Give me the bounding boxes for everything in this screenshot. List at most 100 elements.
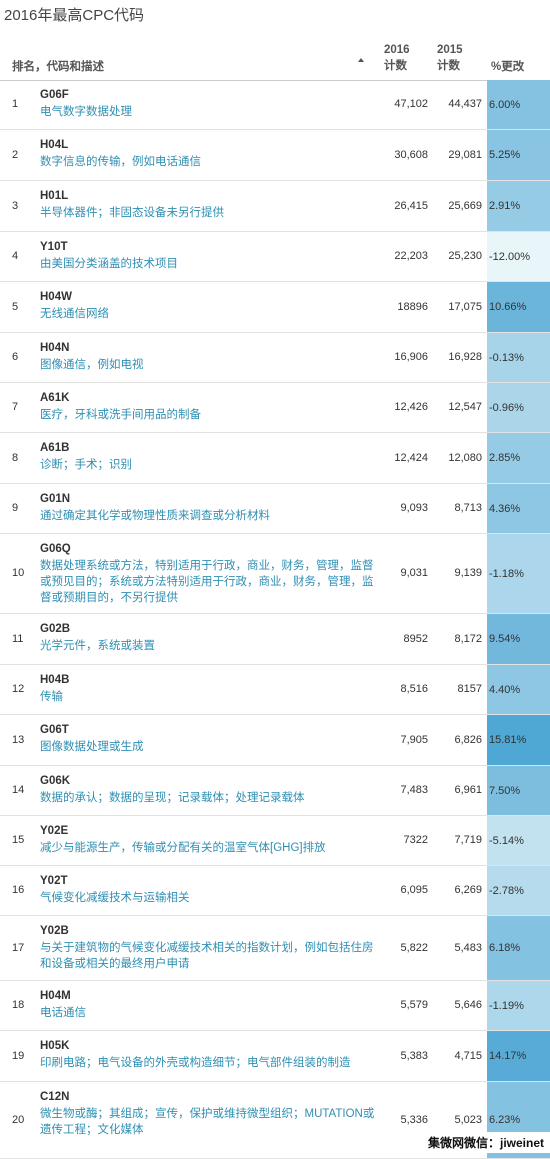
count-2016: 7322 [403, 834, 428, 846]
header-row [0, 30, 550, 81]
table-row [0, 333, 550, 383]
count-2016: 30,608 [394, 148, 428, 161]
count-2015: 25,669 [448, 199, 482, 212]
code: H04W [40, 291, 72, 303]
code: G06T [40, 724, 69, 736]
description: 气候变化减缓技术与运输相关 [40, 892, 190, 904]
count-2015: 44,437 [448, 98, 482, 110]
change-cell: 2.91% [487, 181, 550, 231]
description: 由美国分类涵盖的技术项目 [40, 258, 178, 270]
code: A61B [40, 442, 70, 454]
rank: 18 [12, 999, 25, 1011]
code: H04L [40, 139, 69, 151]
header-desc[interactable]: 排名，代码和描述 [12, 61, 104, 73]
count-2016: 47,102 [394, 98, 428, 110]
change-cell: 4.36% [487, 484, 550, 533]
count-2016: 7,483 [400, 784, 428, 796]
code: Y02T [40, 875, 68, 887]
count-2016: 8,516 [400, 683, 428, 695]
table-row [0, 766, 550, 816]
table-row [0, 282, 550, 333]
change-cell: 5.25% [487, 130, 550, 180]
rank: 19 [12, 1049, 25, 1062]
count-2016: 22,203 [394, 250, 428, 262]
count-2015: 25,230 [448, 250, 482, 262]
description: 医疗，牙科或洗手间用品的制备 [40, 409, 201, 421]
count-2015: 9,139 [454, 567, 482, 579]
rank: 2 [12, 148, 19, 161]
rank: 8 [12, 451, 19, 464]
rank: 3 [12, 199, 19, 212]
count-2015: 12,547 [448, 401, 482, 413]
description: 数字信息的传输，例如电话通信 [40, 156, 201, 168]
header-2015[interactable]: 2015 计数 [437, 44, 463, 72]
code: G01N [40, 493, 71, 505]
code: H04B [40, 674, 70, 686]
change-cell: -2.78% [487, 866, 550, 915]
count-2015: 8,713 [454, 502, 482, 514]
count-2015: 8,172 [454, 632, 482, 645]
count-2016: 7,905 [400, 733, 428, 746]
count-2015: 16,928 [448, 351, 482, 363]
code: C12N [40, 1091, 70, 1103]
change-cell: 6.00% [487, 80, 550, 129]
table-row [0, 383, 550, 433]
change-cell: 4.40% [487, 665, 550, 714]
change-cell: 2.85% [487, 433, 550, 483]
change-cell: -1.19% [487, 981, 550, 1030]
description: 电话通信 [40, 1007, 86, 1019]
change-cell: -0.13% [487, 333, 550, 382]
header-change[interactable]: %更改 [491, 61, 525, 73]
count-2015: 17,075 [448, 300, 482, 313]
count-2015: 6,826 [454, 733, 482, 746]
count-2016: 8952 [403, 632, 428, 645]
count-2016: 26,415 [394, 199, 428, 212]
description: 光学元件，系统或装置 [40, 640, 155, 652]
rank: 7 [12, 401, 19, 413]
count-2015: 6,961 [454, 784, 482, 796]
count-2016: 12,426 [394, 401, 428, 413]
count-2016: 12,424 [394, 451, 428, 464]
change-cell: 15.81% [487, 715, 550, 765]
code: Y02E [40, 825, 69, 837]
count-2015: 4,715 [454, 1049, 482, 1062]
description: 传输 [40, 691, 63, 703]
header-2016[interactable]: 2016 计数 [384, 44, 410, 72]
description: 通过确定其化学或物理性质来调查或分析材料 [40, 510, 270, 522]
rank: 13 [12, 733, 25, 746]
code: G06K [40, 775, 71, 787]
table-row [0, 130, 550, 181]
code: Y02B [40, 925, 69, 937]
code: G06F [40, 89, 69, 101]
description: 图像通信，例如电视 [40, 359, 144, 371]
sort-arrow[interactable] [358, 58, 364, 62]
count-2016: 5,383 [400, 1049, 428, 1062]
change-cell: 14.17% [487, 1031, 550, 1081]
change-cell: 10.66% [487, 282, 550, 332]
count-2016: 5,336 [400, 1113, 428, 1126]
count-2015: 5,483 [454, 941, 482, 954]
code: G02B [40, 623, 71, 635]
count-2015: 5,023 [454, 1113, 482, 1126]
table-row [0, 1031, 550, 1082]
count-2016: 6,095 [400, 884, 428, 896]
table-row [0, 433, 550, 484]
count-2016: 9,093 [400, 502, 428, 514]
change-cell: 6.18% [487, 916, 550, 980]
count-2015: 29,081 [448, 148, 482, 161]
rank: 11 [12, 632, 24, 645]
rank: 10 [12, 567, 25, 579]
count-2016: 5,822 [400, 941, 428, 954]
rank: 1 [12, 98, 19, 110]
description: 诊断；手术；识别 [40, 459, 132, 471]
table-row [0, 534, 550, 614]
title: 2016年最高CPC代码 [4, 7, 145, 24]
rank: 12 [12, 683, 25, 695]
description: 减少与能源生产，传输或分配有关的温室气体[GHG]排放 [40, 842, 326, 854]
count-2016: 16,906 [394, 351, 428, 363]
code: H04M [40, 990, 71, 1002]
change-cell: -5.14% [487, 816, 550, 865]
table-row [0, 181, 550, 232]
rank: 9 [12, 502, 19, 514]
